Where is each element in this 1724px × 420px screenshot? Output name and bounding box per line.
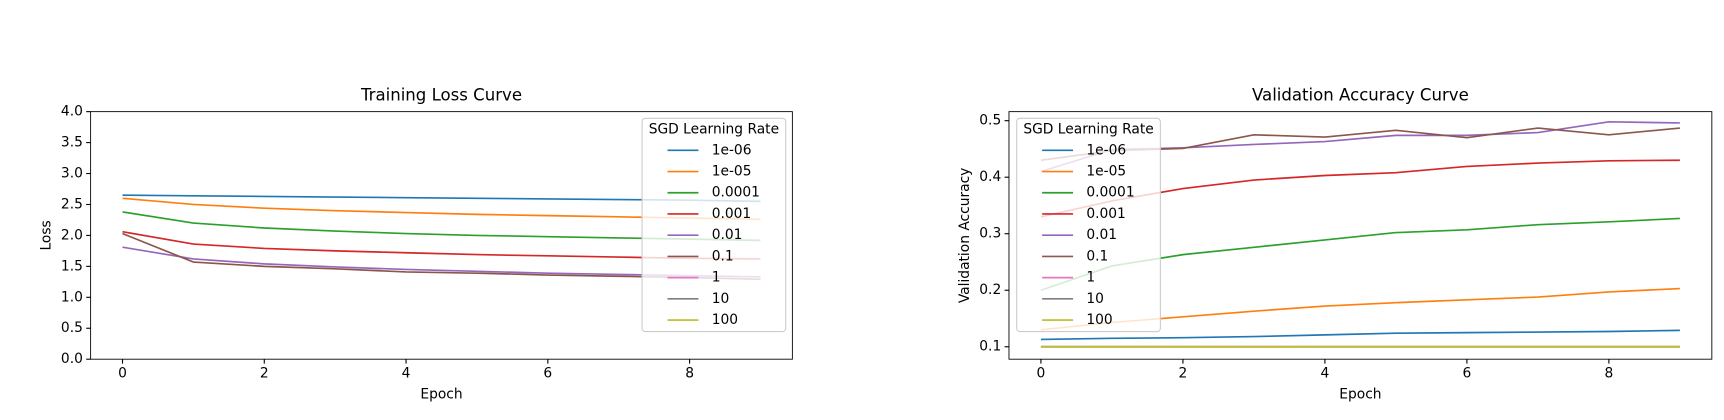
- legend-label: 0.01: [1086, 227, 1117, 243]
- x-tick-label: 4: [402, 366, 411, 382]
- y-tick-label: 0.2: [979, 282, 1001, 298]
- legend-label: 100: [1086, 312, 1112, 328]
- legend-label: 10: [712, 291, 730, 307]
- legend-label: 1e-05: [1086, 164, 1126, 180]
- y-tick-label: 0.5: [61, 320, 83, 336]
- y-tick-label: 2.0: [61, 227, 83, 243]
- y-tick-label: 0.3: [979, 226, 1001, 242]
- x-tick-label: 8: [685, 366, 694, 382]
- x-tick-label: 0: [118, 366, 127, 382]
- y-tick-label: 0.5: [979, 113, 1001, 129]
- x-tick-label: 6: [1463, 366, 1472, 382]
- y-tick-label: 0.0: [61, 351, 83, 367]
- y-tick-label: 1.0: [61, 289, 83, 305]
- legend-label: 1: [1086, 270, 1095, 286]
- chart-title: Validation Accuracy Curve: [1252, 86, 1469, 105]
- legend-label: 100: [712, 312, 738, 328]
- x-tick-label: 2: [1179, 366, 1188, 382]
- legend-title: SGD Learning Rate: [1023, 121, 1153, 137]
- x-axis-label: Epoch: [1339, 387, 1381, 403]
- x-tick-label: 0: [1037, 366, 1046, 382]
- x-tick-label: 2: [260, 366, 269, 382]
- x-tick-label: 6: [543, 366, 552, 382]
- y-tick-label: 0.1: [979, 339, 1001, 355]
- x-tick-label: 4: [1321, 366, 1330, 382]
- legend-label: 0.01: [712, 227, 743, 243]
- legend-label: 0.001: [1086, 206, 1126, 222]
- y-tick-label: 4.0: [61, 104, 83, 120]
- legend-label: 1: [712, 270, 721, 286]
- y-tick-label: 2.5: [61, 196, 83, 212]
- legend-label: 10: [1086, 291, 1104, 307]
- y-tick-label: 0.4: [979, 169, 1001, 185]
- y-axis-label: Validation Accuracy: [957, 168, 973, 304]
- legend-label: 0.0001: [1086, 185, 1134, 201]
- legend-label: 1e-06: [1086, 142, 1126, 158]
- legend-label: 1e-05: [712, 164, 752, 180]
- axes-frame: [1008, 111, 1713, 360]
- y-tick-label: 3.5: [61, 135, 83, 151]
- y-tick-label: 3.0: [61, 166, 83, 182]
- legend-label: 0.1: [1086, 248, 1108, 264]
- legend-label: 0.001: [712, 206, 751, 222]
- chart-title: Training Loss Curve: [360, 86, 522, 105]
- series-line: [1040, 329, 1680, 341]
- x-tick-label: 8: [1605, 366, 1614, 382]
- x-axis-label: Epoch: [420, 387, 462, 403]
- y-tick-label: 1.5: [61, 258, 83, 274]
- axes-frame: [90, 111, 793, 360]
- y-axis-label: Loss: [38, 220, 54, 250]
- legend-label: 0.0001: [712, 185, 760, 201]
- legend-label: 0.1: [712, 248, 734, 264]
- legend-label: 1e-06: [712, 142, 752, 158]
- legend-title: SGD Learning Rate: [649, 121, 779, 137]
